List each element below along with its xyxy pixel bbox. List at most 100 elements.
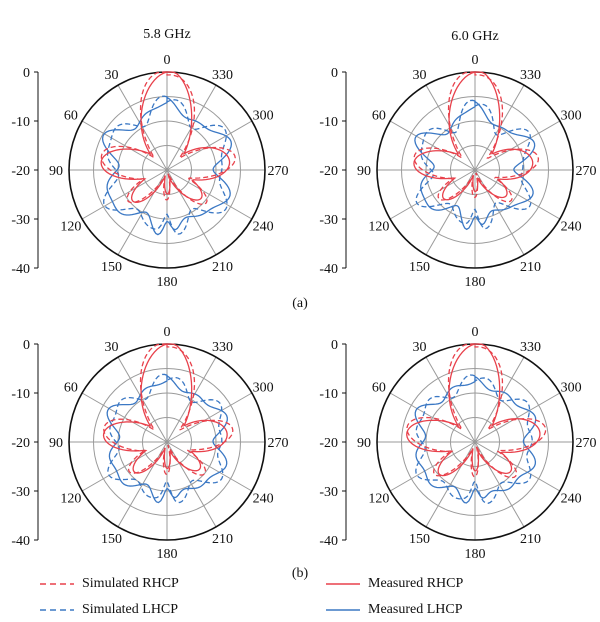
angle-tick-label: 120 — [60, 220, 81, 235]
polar-panel-2: 0 30 60 90 120 150 180 210 240 270 300 330 0 -10 -20 -3… — [319, 53, 596, 290]
angle-tick-label: 90 — [49, 436, 63, 451]
angle-tick-label: 270 — [268, 436, 289, 451]
angle-tick-label: 240 — [253, 492, 274, 507]
legend-swatch-simulated-lhcp — [40, 609, 74, 611]
angle-tick-label: 210 — [212, 532, 233, 547]
angle-tick-label: 210 — [212, 260, 233, 275]
grid-spoke — [166, 441, 253, 492]
panels: 03060901201501802102402703003300-10-20-3… — [11, 53, 596, 562]
angle-tick-label: 60 — [372, 109, 386, 124]
legend-item-simulated-lhcp: Simulated LHCP — [40, 602, 178, 618]
curve-simulated-rhcp — [103, 343, 234, 476]
legend-swatch-measured-rhcp — [326, 583, 360, 585]
column-title-2: 6.0 GHz — [451, 29, 498, 44]
angle-tick-label: 120 — [368, 492, 389, 507]
angle-tick-label: 150 — [101, 260, 122, 275]
grid-spoke — [474, 441, 525, 528]
grid-spoke — [117, 84, 168, 171]
angle-tick-label: 180 — [157, 275, 178, 290]
angle-tick-label: 0 — [472, 325, 479, 340]
angle-tick-label: 0 — [164, 53, 171, 68]
angle-tick-label: 90 — [49, 164, 63, 179]
angle-tick-label: 150 — [409, 260, 430, 275]
radial-tick-label: -40 — [319, 262, 338, 277]
radial-tick-label: -20 — [319, 164, 338, 179]
radial-tick-label: -30 — [11, 485, 30, 500]
radial-tick-label: 0 — [331, 338, 338, 353]
angle-tick-label: 300 — [253, 109, 274, 124]
row-label-a: (a) — [292, 296, 308, 311]
angle-tick-label: 0 — [164, 325, 171, 340]
curve-measured-lhcp — [414, 100, 536, 231]
grid-spoke — [425, 441, 476, 528]
radial-tick-label: -40 — [11, 534, 30, 549]
angle-tick-label: 120 — [368, 220, 389, 235]
grid-spoke — [474, 169, 525, 256]
curve-measured-rhcp — [102, 343, 228, 474]
angle-tick-label: 330 — [212, 68, 233, 83]
angle-tick-label: 210 — [520, 260, 541, 275]
curve-simulated-rhcp — [406, 343, 547, 479]
curve-measured-rhcp — [406, 343, 541, 477]
radial-tick-label: -30 — [319, 485, 338, 500]
grid-spoke — [389, 441, 476, 492]
curve-simulated-lhcp — [107, 373, 224, 504]
angle-tick-label: 90 — [357, 164, 371, 179]
angle-tick-label: 330 — [520, 68, 541, 83]
legend-item-simulated-rhcp: Simulated RHCP — [40, 576, 179, 592]
grid-spoke — [389, 392, 476, 443]
radial-tick-label: -10 — [11, 387, 30, 402]
radial-tick-label: -40 — [319, 534, 338, 549]
grid-spoke — [166, 120, 253, 171]
radial-tick-label: 0 — [331, 66, 338, 81]
grid-spoke — [166, 169, 253, 220]
angle-tick-label: 30 — [413, 68, 427, 83]
curve-measured-rhcp — [100, 71, 231, 203]
grid-spoke — [389, 169, 476, 220]
curve-measured-lhcp — [414, 375, 537, 504]
angle-tick-label: 120 — [60, 492, 81, 507]
angle-tick-label: 30 — [105, 68, 119, 83]
angle-tick-label: 330 — [212, 340, 233, 355]
radial-tick-label: -20 — [11, 436, 30, 451]
angle-tick-label: 240 — [253, 220, 274, 235]
grid-spoke — [81, 441, 168, 492]
polar-panel-3: 0 30 60 90 120 150 180 210 240 270 300 330 0 -10 -20 -3… — [11, 325, 288, 562]
curve-simulated-lhcp — [415, 99, 532, 230]
curve-measured-lhcp — [101, 96, 233, 236]
angle-tick-label: 60 — [64, 381, 78, 396]
row-label-b: (b) — [292, 566, 309, 581]
radial-tick-label: -20 — [319, 436, 338, 451]
legend-label-simulated-lhcp: Simulated LHCP — [82, 602, 179, 617]
grid-spoke — [474, 392, 561, 443]
legend-label-measured-lhcp: Measured LHCP — [368, 602, 463, 617]
legend-swatch-measured-lhcp — [326, 609, 360, 611]
angle-tick-label: 180 — [465, 547, 486, 562]
angle-tick-label: 60 — [372, 381, 386, 396]
grid-spoke — [81, 169, 168, 220]
legend-item-measured-rhcp: Measured RHCP — [326, 576, 463, 592]
angle-tick-label: 0 — [472, 53, 479, 68]
grid-spoke — [166, 392, 253, 443]
grid-spoke — [425, 356, 476, 443]
radial-tick-label: -10 — [319, 115, 338, 130]
angle-tick-label: 300 — [253, 381, 274, 396]
angle-tick-label: 180 — [157, 547, 178, 562]
curve-measured-lhcp — [106, 374, 228, 504]
polar-panel-1: 0 30 60 90 120 150 180 210 240 270 300 330 0 -10 -20 -3… — [11, 53, 288, 290]
angle-tick-label: 60 — [64, 109, 78, 124]
curve-simulated-rhcp — [413, 71, 540, 203]
grid-spoke — [389, 120, 476, 171]
radial-tick-label: -20 — [11, 164, 30, 179]
angle-tick-label: 270 — [576, 436, 597, 451]
grid-spoke — [81, 120, 168, 171]
angle-tick-label: 150 — [409, 532, 430, 547]
angle-tick-label: 30 — [105, 340, 119, 355]
radial-tick-label: -30 — [11, 213, 30, 228]
angle-tick-label: 150 — [101, 532, 122, 547]
angle-tick-label: 300 — [561, 381, 582, 396]
angle-tick-label: 240 — [561, 492, 582, 507]
grid-spoke — [474, 169, 561, 220]
curve-simulated-lhcp — [103, 95, 228, 235]
